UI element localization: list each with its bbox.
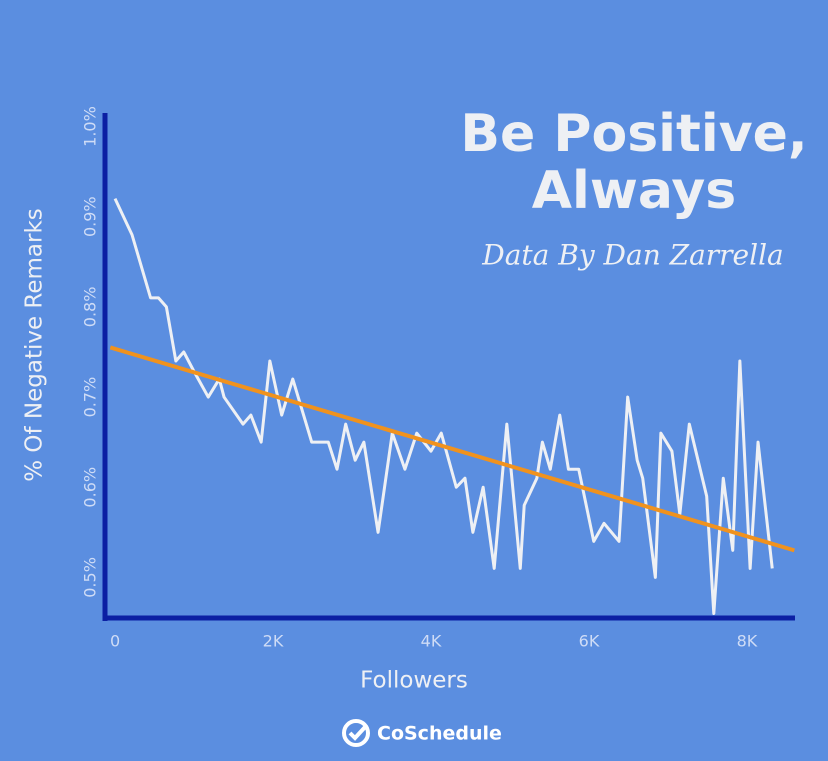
x-tick-label: 2K [263, 632, 284, 651]
brand-name: CoSchedule [377, 723, 502, 745]
trend-line [109, 345, 795, 553]
x-axis-label: Followers [360, 668, 468, 694]
y-axis-label: % Of Negative Remarks [22, 208, 48, 482]
x-tick-label: 8K [737, 632, 758, 651]
x-tick-label: 6K [579, 632, 600, 651]
chart-title: Always [532, 161, 736, 221]
chart-subtitle: Data By Dan Zarrella [481, 239, 783, 272]
brand-logo [342, 719, 370, 747]
chart-title: Be Positive, [460, 104, 807, 164]
y-tick-label: 1.0% [81, 106, 100, 147]
y-tick-label: 0.9% [81, 196, 100, 237]
y-tick-label: 0.5% [81, 557, 100, 598]
x-tick-label: 0 [110, 632, 120, 651]
y-tick-label: 0.6% [81, 467, 100, 508]
x-tick-label: 4K [421, 632, 442, 651]
data-line [113, 198, 774, 615]
y-tick-label: 0.8% [81, 287, 100, 328]
y-tick-label: 0.7% [81, 377, 100, 418]
